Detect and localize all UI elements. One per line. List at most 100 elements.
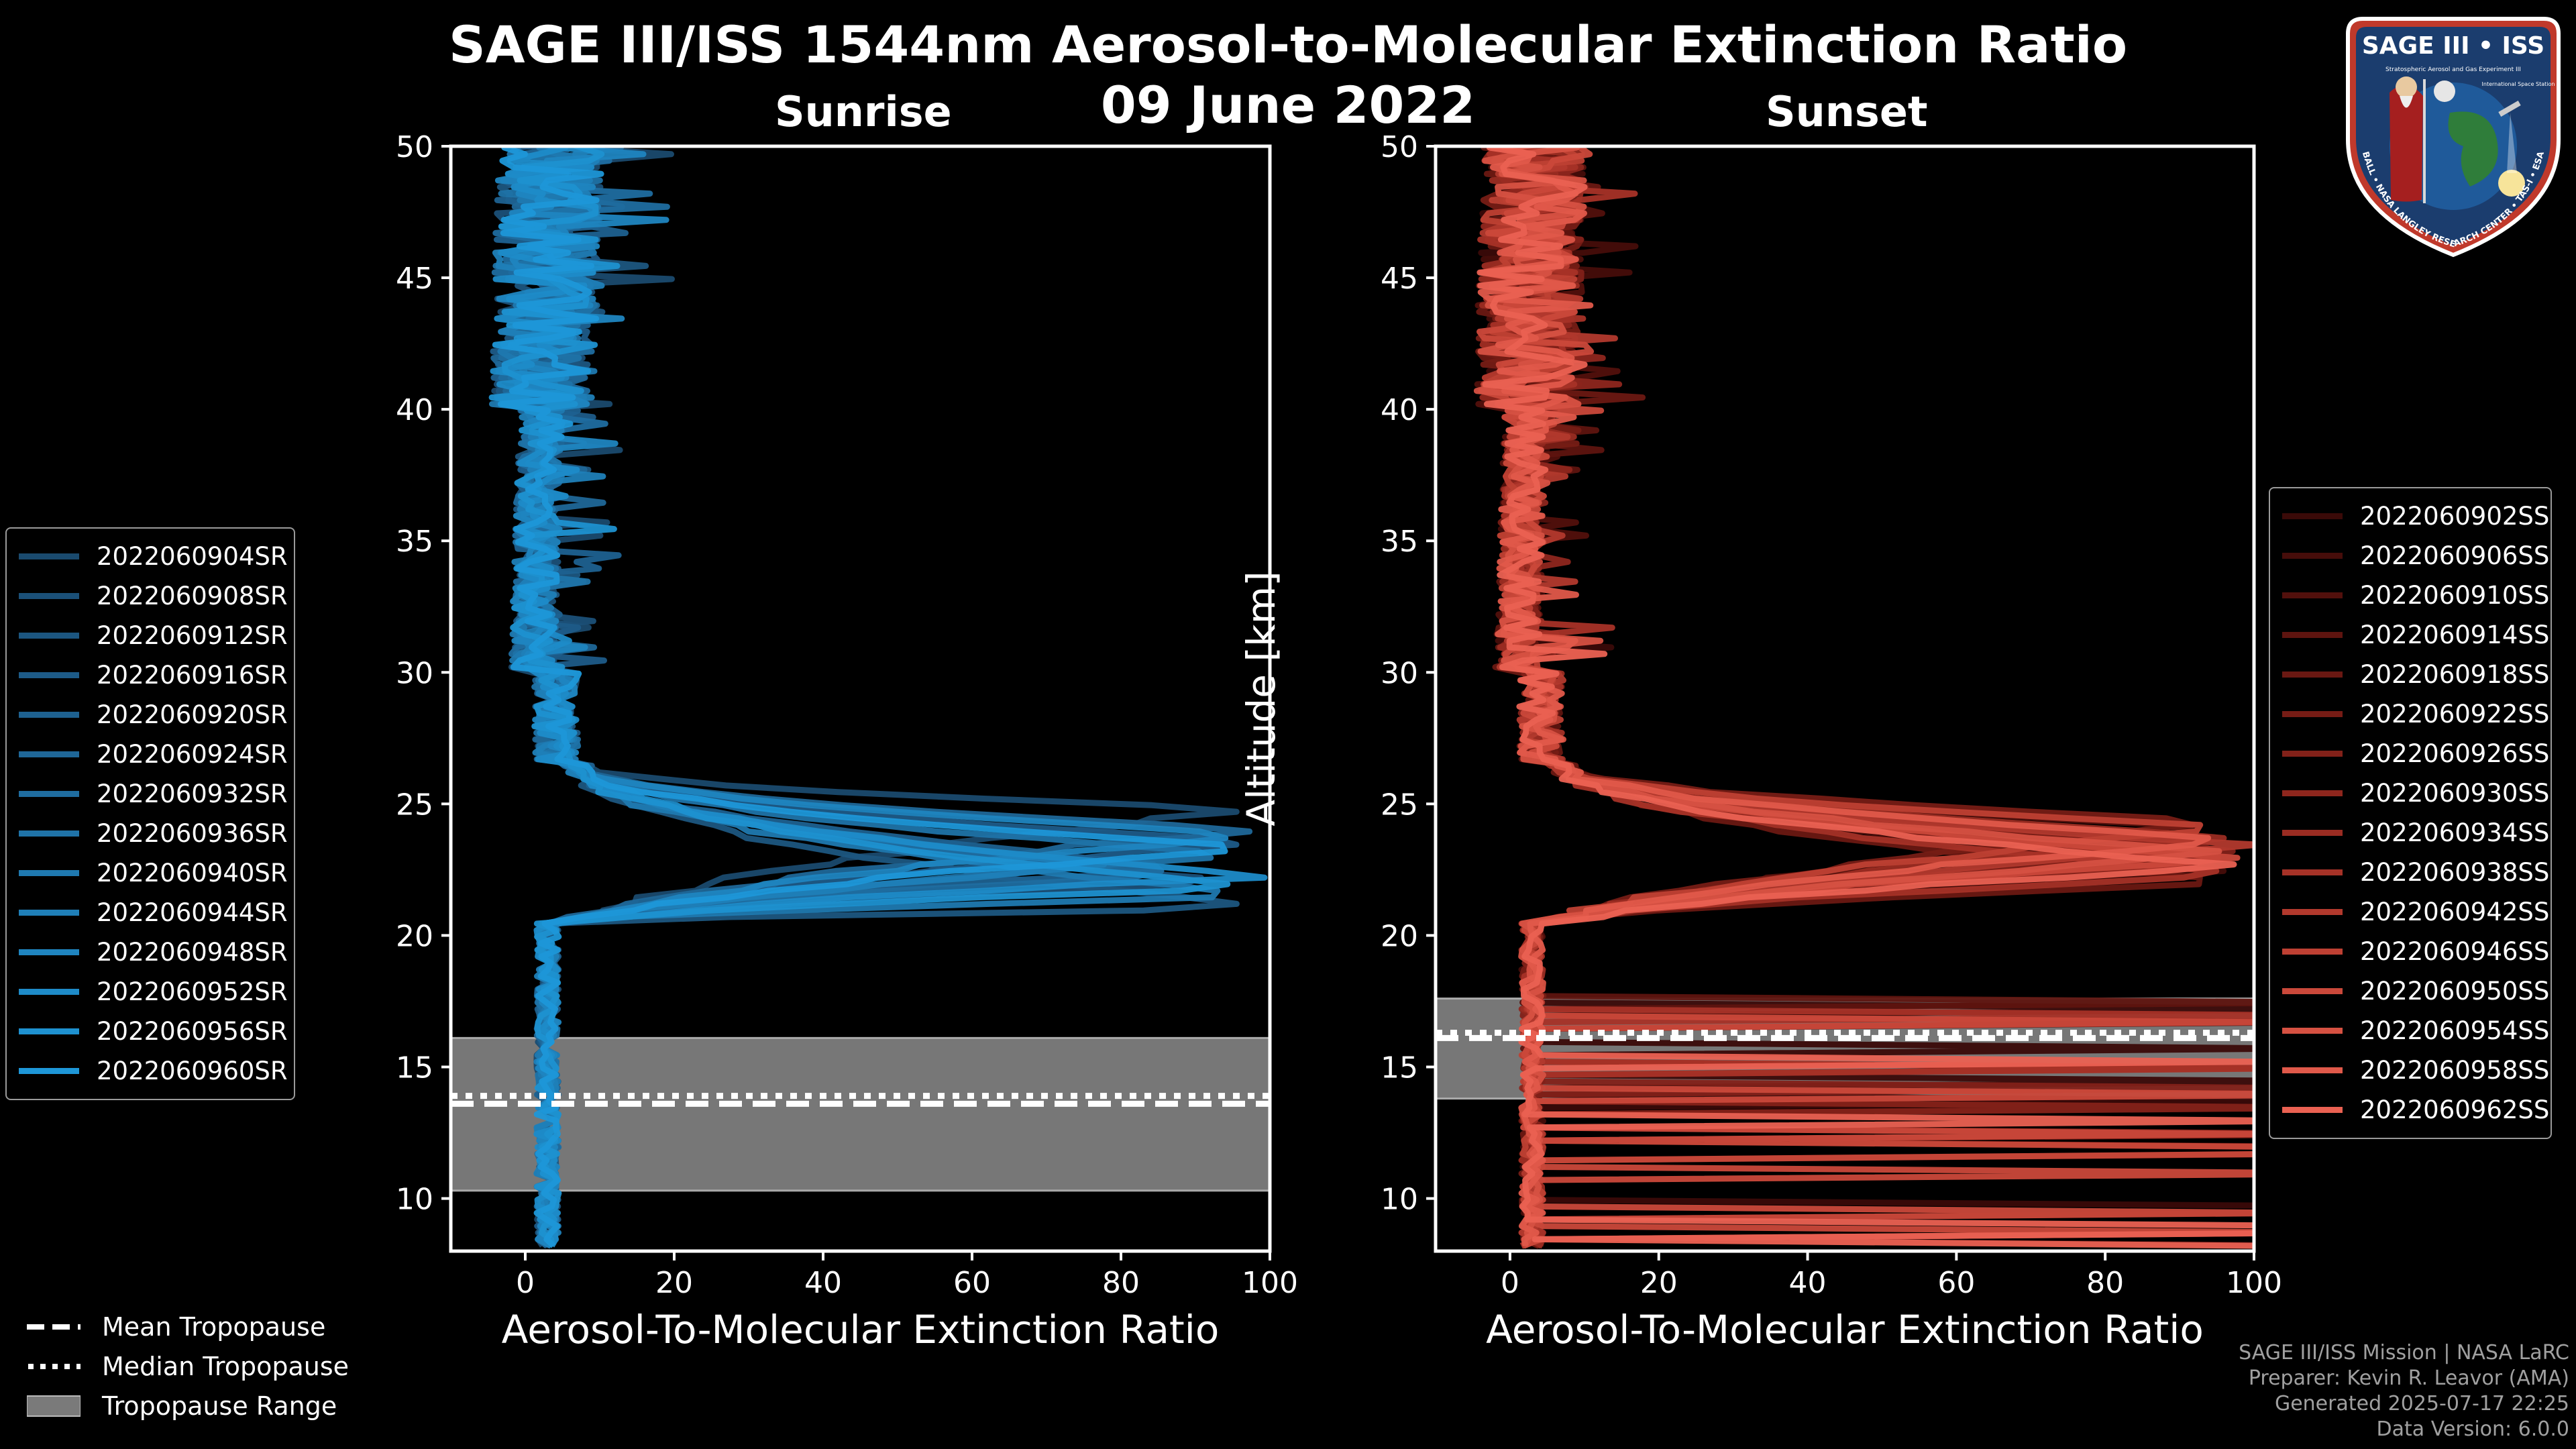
sunrise-profiles (488, 146, 1268, 1249)
footer-version: Data Version: 6.0.0 (2376, 1417, 2569, 1441)
sunrise-ytick-label-25: 25 (396, 788, 433, 822)
legend-mean-tropopause: Mean Tropopause (27, 1307, 349, 1346)
logo-text: SAGE III • ISS (2362, 32, 2544, 60)
legend-label: 2022060936SR (97, 819, 288, 848)
legend-swatch (2282, 830, 2343, 836)
sunrise-ytick-label-40: 40 (396, 393, 433, 427)
legend-item-2022060924SR: 2022060924SR (19, 735, 288, 774)
legend-swatch (2282, 711, 2343, 717)
sunset-ytick-label-40: 40 (1381, 393, 1418, 427)
legend-item-2022060916SR: 2022060916SR (19, 655, 288, 695)
sunset-xtick-label-80: 80 (2086, 1266, 2124, 1300)
sunrise-ytick-label-45: 45 (396, 262, 433, 296)
legend-item-2022060948SR: 2022060948SR (19, 932, 288, 972)
chart-title-line1: SAGE III/ISS 1544nm Aerosol-to-Molecular… (448, 15, 2128, 74)
legend-item-2022060908SR: 2022060908SR (19, 576, 288, 616)
legend-item-2022060960SR: 2022060960SR (19, 1051, 288, 1091)
legend-item-2022060932SR: 2022060932SR (19, 774, 288, 814)
legend-swatch (2282, 869, 2343, 875)
logo-subtitle: Stratospheric Aerosol and Gas Experiment… (2385, 66, 2521, 73)
mean-tropopause-swatch (27, 1324, 80, 1330)
legend-label: 2022060962SS (2360, 1095, 2550, 1124)
logo-landmass (2448, 111, 2498, 186)
legend-item-2022060912SR: 2022060912SR (19, 616, 288, 655)
legend-item-2022060918SS: 2022060918SS (2282, 655, 2549, 694)
legend-item-2022060904SR: 2022060904SR (19, 537, 288, 576)
logo-moon (2434, 80, 2455, 102)
legend-label: 2022060934SS (2360, 818, 2550, 847)
legend-label: 2022060908SR (97, 582, 288, 610)
sunset-xtick-label-0: 0 (1501, 1266, 1519, 1300)
sunset-ytick-label-25: 25 (1381, 788, 1418, 822)
legend-label: 2022060960SR (97, 1057, 288, 1085)
legend-item-2022060906SS: 2022060906SS (2282, 536, 2549, 576)
legend-label: 2022060926SS (2360, 739, 2550, 768)
footer-preparer: Preparer: Kevin R. Leavor (AMA) (2248, 1366, 2569, 1390)
legend-label: 2022060916SR (97, 661, 288, 690)
median-tropopause-swatch (28, 1363, 80, 1369)
legend-swatch (2282, 790, 2343, 796)
legend-tropopause: Mean Tropopause Median Tropopause Tropop… (27, 1307, 349, 1426)
sunset-xtick-label-60: 60 (1937, 1266, 1975, 1300)
sunrise-tropopause-range-band (449, 1036, 1271, 1192)
legend-swatch (19, 1068, 79, 1074)
sunrise-ytick-label-50: 50 (396, 130, 433, 164)
legend-swatch (2282, 592, 2343, 598)
sunset-xtick-label-40: 40 (1789, 1266, 1827, 1300)
mean-tropopause-label: Mean Tropopause (102, 1311, 326, 1342)
legend-item-2022060946SS: 2022060946SS (2282, 932, 2549, 971)
legend-item-2022060936SR: 2022060936SR (19, 814, 288, 853)
legend-item-2022060930SS: 2022060930SS (2282, 773, 2549, 813)
sunset-ytick-label-20: 20 (1381, 919, 1418, 953)
legend-item-2022060962SS: 2022060962SS (2282, 1090, 2549, 1130)
sunset-ytick-label-10: 10 (1381, 1183, 1418, 1217)
sage-iii-iss-mission-logo: SAGE III • ISS Stratospheric Aerosol and… (2346, 17, 2561, 258)
sunrise-xtick-label-0: 0 (516, 1266, 535, 1300)
sunrise-ytick-label-10: 10 (396, 1183, 433, 1217)
legend-label: 2022060956SR (97, 1017, 288, 1046)
sunset-profiles (1473, 146, 2254, 1249)
legend-sunset: 2022060902SS 2022060906SS 2022060910SS 2022… (2269, 487, 2552, 1139)
legend-label: 2022060958SS (2360, 1056, 2550, 1085)
legend-label: 2022060938SS (2360, 858, 2550, 887)
title-block: SAGE III/ISS 1544nm Aerosol-to-Molecular… (0, 15, 2576, 136)
legend-swatch (19, 949, 79, 955)
sunset-x-axis-label: Aerosol-To-Molecular Extinction Ratio (1486, 1307, 2204, 1352)
logo-figure-head (2396, 76, 2417, 98)
legend-label: 2022060932SR (97, 780, 288, 808)
legend-swatch (2282, 988, 2343, 994)
sunset-ytick-label-45: 45 (1381, 262, 1418, 296)
footer-credits: SAGE III/ISS Mission | NASA LaRC Prepare… (2239, 1340, 2569, 1442)
legend-item-2022060952SR: 2022060952SR (19, 972, 288, 1012)
sunrise-xtick-label-100: 100 (1242, 1266, 1298, 1300)
median-tropopause-label: Median Tropopause (102, 1351, 349, 1381)
chart-title-line2: 09 June 2022 (1100, 75, 1476, 135)
sunset-y-axis-label: Altitude [km] (1238, 571, 1284, 826)
sunrise-xtick-label-20: 20 (655, 1266, 693, 1300)
legend-item-2022060942SS: 2022060942SS (2282, 892, 2549, 932)
sunset-series-2022060958SS (1477, 146, 2212, 1247)
legend-label: 2022060930SS (2360, 779, 2550, 808)
legend-swatch (2282, 1028, 2343, 1034)
sunset-ytick-label-35: 35 (1381, 525, 1418, 559)
legend-item-2022060910SS: 2022060910SS (2282, 576, 2549, 615)
legend-item-2022060934SS: 2022060934SS (2282, 813, 2549, 853)
legend-label: 2022060912SR (97, 621, 288, 650)
sunrise-xtick-label-60: 60 (953, 1266, 991, 1300)
sunrise-xtick-label-40: 40 (804, 1266, 842, 1300)
sunrise-series-2022060960SR (492, 146, 1228, 1248)
sunrise-axes-frame (449, 144, 1272, 1253)
legend-swatch (2282, 751, 2343, 757)
legend-swatch (19, 791, 79, 797)
legend-swatch (19, 712, 79, 718)
panel-title-sunset: Sunset (1766, 87, 1928, 136)
sunset-ytick-label-15: 15 (1381, 1051, 1418, 1085)
legend-swatch (19, 593, 79, 599)
legend-median-tropopause: Median Tropopause (27, 1346, 349, 1386)
legend-swatch (19, 633, 79, 639)
sunset-axes-frame (1434, 144, 2256, 1253)
sunset-ytick-label-30: 30 (1381, 656, 1418, 690)
legend-label: 2022060920SR (97, 700, 288, 729)
sunrise-ytick-label-15: 15 (396, 1051, 433, 1085)
legend-label: 2022060910SS (2360, 581, 2550, 610)
